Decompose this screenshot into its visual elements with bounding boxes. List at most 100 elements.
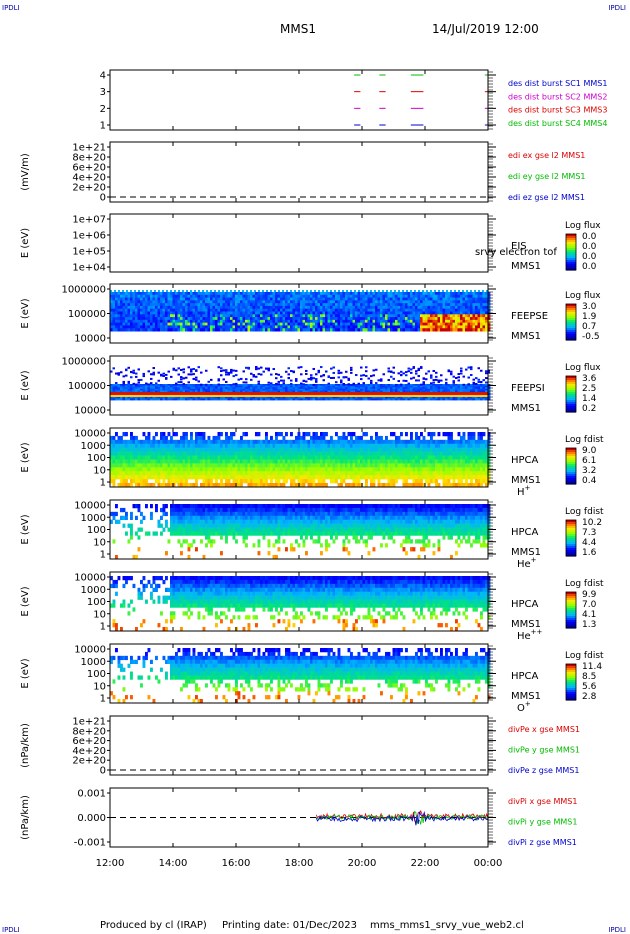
heatmap-cell (180, 314, 183, 318)
heatmap-cell (187, 297, 191, 301)
heatmap-cell (430, 376, 433, 379)
heatmap-cell (250, 305, 253, 310)
heatmap-cell (346, 290, 348, 292)
heatmap-cell (472, 311, 476, 315)
heatmap-cell (162, 435, 166, 441)
heatmap-cell (137, 308, 141, 312)
heatmap-cell (210, 479, 213, 484)
heatmap-cell (437, 322, 441, 326)
heatmap-cell (197, 387, 201, 390)
heatmap-cell (300, 305, 303, 310)
heatmap-cell (165, 475, 168, 480)
heatmap-cell (240, 377, 243, 380)
heatmap-cell (430, 294, 433, 299)
heatmap-cell (430, 398, 433, 401)
heatmap-cell (327, 396, 331, 399)
heatmap-cell (217, 325, 221, 329)
heatmap-cell (110, 305, 113, 310)
heatmap-cell (452, 322, 456, 326)
heatmap-cell (237, 385, 241, 388)
heatmap-cell (360, 328, 363, 332)
heatmap-cell (140, 322, 143, 326)
heatmap-cell (397, 308, 401, 312)
heatmap-cell (350, 311, 353, 315)
heatmap-cell (390, 388, 393, 391)
heatmap-cell (115, 387, 118, 390)
heatmap-cell (410, 398, 413, 401)
heatmap-cell (185, 475, 188, 480)
heatmap-cell (335, 388, 338, 391)
heatmap-cell (472, 328, 476, 332)
heatmap-cell (250, 385, 253, 388)
heatmap-cell (405, 319, 408, 324)
heatmap-cell (462, 388, 466, 391)
heatmap-cell (437, 292, 441, 296)
heatmap-cell (277, 388, 281, 391)
heatmap-cell (207, 451, 211, 456)
heatmap-cell (112, 483, 116, 488)
heatmap-cell (352, 385, 356, 388)
heatmap-cell (400, 292, 403, 296)
heatmap-cell (472, 378, 475, 381)
heatmap-cell (187, 322, 191, 326)
heatmap-cell (472, 390, 476, 393)
heatmap-cell (250, 322, 253, 326)
heatmap-cell (245, 366, 248, 369)
heatmap-cell (245, 317, 248, 321)
heatmap-cell (452, 385, 456, 388)
heatmap-cell (307, 314, 311, 318)
y-tick-label: 10000 (74, 334, 106, 345)
heatmap-cell (232, 375, 235, 378)
heatmap-cell (337, 311, 341, 315)
heatmap-cell (125, 325, 128, 329)
heatmap-cell (172, 396, 176, 399)
heatmap-cell (220, 300, 223, 304)
heatmap-cell (210, 483, 213, 488)
heatmap-cell (202, 432, 206, 437)
heatmap-cell (305, 300, 308, 304)
heatmap-cell (215, 292, 218, 296)
heatmap-cell (150, 305, 153, 310)
heatmap-cell (180, 467, 183, 472)
heatmap-cell (112, 308, 116, 312)
heatmap-cell (385, 387, 388, 390)
heatmap-cell (167, 443, 171, 449)
heatmap-cell (135, 319, 138, 324)
heatmap-cell (242, 300, 246, 304)
heatmap-cell (270, 297, 273, 301)
heatmap-cell (405, 292, 408, 296)
heatmap-cell (262, 388, 266, 391)
heatmap-cell (187, 387, 191, 390)
heatmap-cell (200, 325, 203, 329)
heatmap-cell (317, 308, 321, 312)
heatmap-cell (435, 398, 438, 401)
heatmap-cell (300, 382, 303, 385)
heatmap-cell (467, 322, 471, 326)
heatmap-cell (262, 305, 266, 310)
heatmap-cell (232, 292, 236, 296)
heatmap-cell (147, 398, 151, 401)
heatmap-cell (467, 385, 471, 388)
heatmap-cell (122, 297, 126, 301)
heatmap-cell (400, 388, 403, 391)
heatmap-cell (480, 297, 483, 301)
heatmap-cell (430, 374, 433, 377)
heatmap-cell (182, 325, 186, 329)
heatmap-cell (205, 369, 208, 372)
heatmap-cell (180, 398, 183, 401)
heatmap-cell (310, 388, 313, 391)
heatmap-cell (158, 290, 160, 292)
heatmap-cell (125, 463, 128, 468)
heatmap-cell (115, 322, 118, 326)
heatmap-cell (415, 328, 418, 332)
heatmap-cell (187, 328, 191, 332)
heatmap-cell (145, 435, 148, 441)
heatmap-cell (347, 388, 351, 391)
heatmap-cell (470, 387, 473, 390)
heatmap-cell (250, 398, 253, 401)
heatmap-cell (167, 311, 171, 315)
heatmap-cell (382, 328, 386, 332)
heatmap-cell (315, 384, 318, 386)
heatmap-cell (180, 376, 183, 379)
heatmap-cell (312, 383, 315, 386)
